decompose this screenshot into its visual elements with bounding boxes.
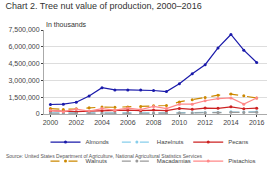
svg-text:7,500,000: 7,500,000	[8, 26, 39, 33]
svg-text:In thousands: In thousands	[46, 21, 87, 28]
svg-text:2006: 2006	[120, 119, 136, 126]
svg-text:Almonds: Almonds	[86, 139, 109, 145]
svg-text:2002: 2002	[68, 119, 84, 126]
svg-text:2008: 2008	[146, 119, 162, 126]
svg-text:Pistachios: Pistachios	[228, 158, 255, 164]
svg-text:Hazelnuts: Hazelnuts	[157, 139, 184, 145]
svg-text:2016: 2016	[249, 119, 265, 126]
svg-text:0: 0	[36, 110, 40, 117]
svg-text:Walnuts: Walnuts	[86, 158, 107, 164]
svg-text:1,500,000: 1,500,000	[8, 94, 39, 101]
svg-text:3,000,000: 3,000,000	[8, 77, 39, 84]
svg-text:2012: 2012	[197, 119, 213, 126]
svg-text:2010: 2010	[172, 119, 188, 126]
svg-text:Chart 2. Tree nut value of pro: Chart 2. Tree nut value of production, 2…	[6, 1, 202, 11]
svg-text:2000: 2000	[43, 119, 59, 126]
svg-text:2004: 2004	[94, 119, 110, 126]
svg-text:Macadamias: Macadamias	[157, 158, 191, 164]
svg-text:2014: 2014	[223, 119, 239, 126]
svg-text:Source: United States Departme: Source: United States Department of Agri…	[6, 153, 202, 159]
svg-text:Pecans: Pecans	[228, 139, 248, 145]
svg-text:4,500,000: 4,500,000	[8, 60, 39, 67]
svg-text:6,000,000: 6,000,000	[8, 43, 39, 50]
